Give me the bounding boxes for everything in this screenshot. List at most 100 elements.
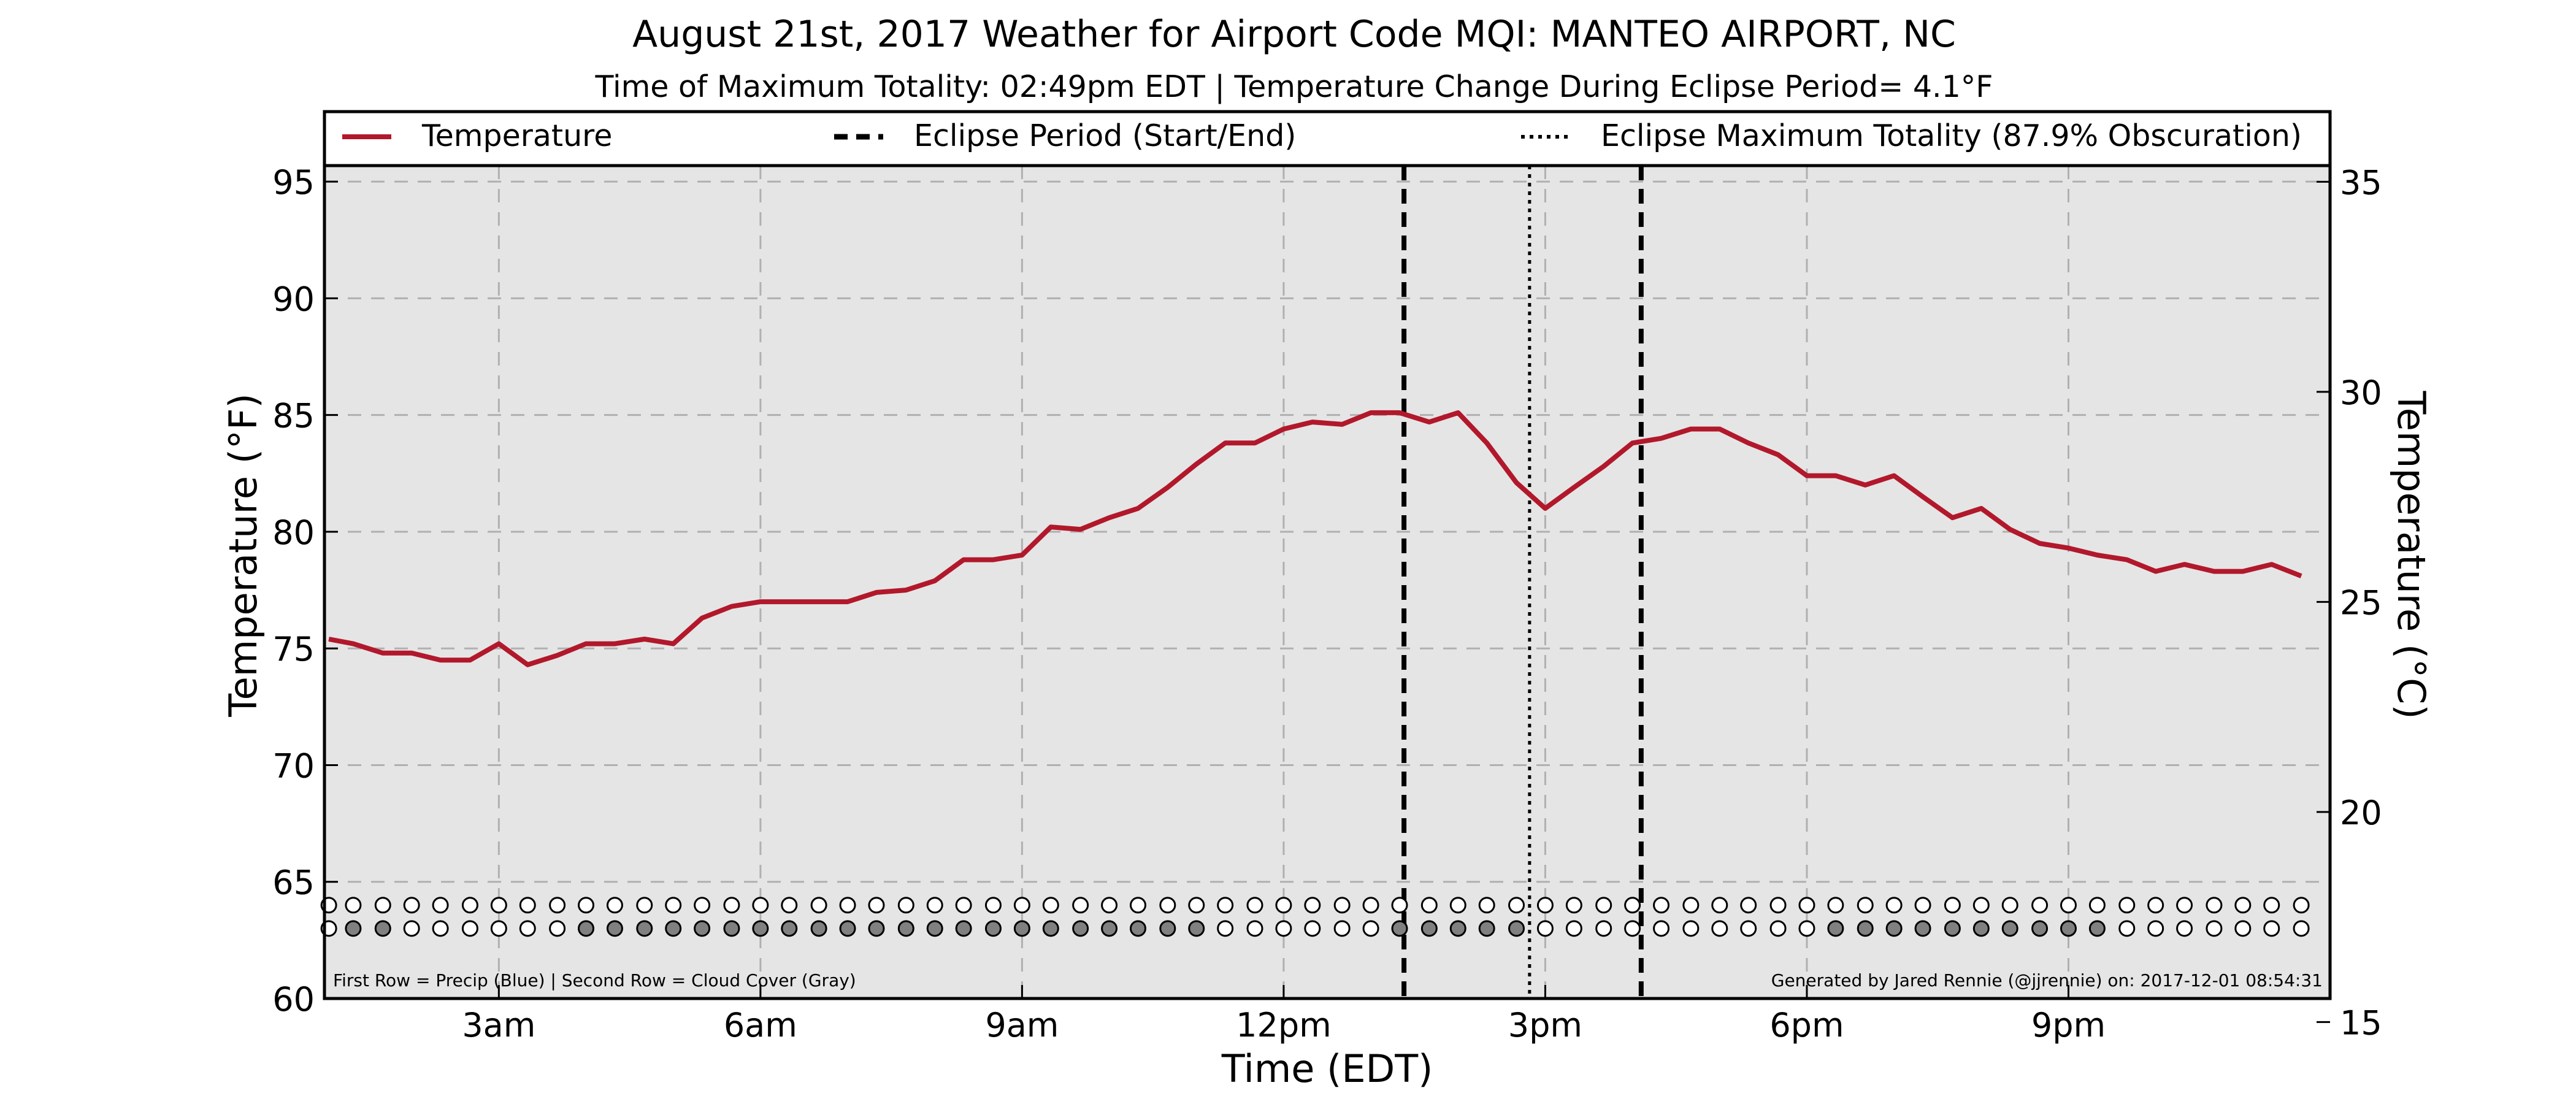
temperature-line: [328, 410, 2302, 667]
precip-dot: [665, 897, 682, 914]
cloud-dot: [1536, 920, 1554, 937]
precip-dot: [2147, 897, 2164, 914]
precip-dot: [1188, 897, 1205, 914]
y-tick-label-left: 85: [272, 397, 315, 435]
cloud-dot: [1972, 920, 1990, 937]
cloud-dot: [461, 920, 478, 937]
precip-dot: [2206, 897, 2223, 914]
precip-dot: [1682, 897, 1700, 914]
cloud-dot: [2147, 920, 2164, 937]
legend-eclipse-max-label: Eclipse Maximum Totality (87.9% Obscurat…: [1601, 118, 2302, 153]
precip-dot: [578, 897, 595, 914]
precip-dot: [1420, 897, 1438, 914]
cloud-dot: [636, 920, 653, 937]
precip-dot: [2234, 897, 2252, 914]
x-tick-label: 9am: [985, 1006, 1059, 1045]
precip-dot: [1275, 897, 1292, 914]
cloud-dot: [1798, 920, 1815, 937]
precip-dot: [1653, 897, 1670, 914]
cloud-dot: [955, 920, 972, 937]
cloud-dot: [1246, 920, 1263, 937]
cloud-dot: [897, 920, 914, 937]
cloud-dot: [1391, 920, 1408, 937]
cloud-dot: [519, 920, 536, 937]
y-tick-label-right: 35: [2340, 163, 2382, 202]
precip-dot: [2031, 897, 2049, 914]
precip-dot: [519, 897, 536, 914]
precip-dot: [752, 897, 769, 914]
cloud-dot: [1304, 920, 1321, 937]
precip-dot: [1827, 897, 1844, 914]
cloud-dot: [1827, 920, 1844, 937]
cloud-dot: [694, 920, 711, 937]
y-tick-label-left: 75: [272, 630, 315, 669]
cloud-dot: [984, 920, 1002, 937]
precip-dot: [694, 897, 711, 914]
precip-dot: [839, 897, 856, 914]
cloud-dot: [374, 920, 391, 937]
precip-dot: [897, 897, 914, 914]
plot-background: [324, 112, 2330, 999]
precip-dot: [781, 897, 798, 914]
cloud-dot: [1595, 920, 1612, 937]
y-tick-label-right: 25: [2340, 583, 2382, 622]
cloud-dot: [345, 920, 362, 937]
precip-dot: [1072, 897, 1089, 914]
precip-dot: [1769, 897, 1787, 914]
cloud-dot: [2176, 920, 2193, 937]
precip-dot: [1595, 897, 1612, 914]
cloud-dot: [1565, 920, 1582, 937]
precip-dot: [1013, 897, 1030, 914]
precip-dot: [955, 897, 972, 914]
precip-dot: [1478, 897, 1495, 914]
precip-dot: [868, 897, 885, 914]
cloud-dot: [1508, 920, 1525, 937]
cloud-dot: [1362, 920, 1379, 937]
cloud-dot: [839, 920, 856, 937]
precip-dot: [1624, 897, 1641, 914]
precip-dot: [1042, 897, 1059, 914]
y-axis-left: 60 65 70 75 80 85 90 95: [272, 163, 338, 1019]
grid-lines: [324, 166, 2330, 999]
cloud-dot: [1682, 920, 1700, 937]
cloud-dot: [1101, 920, 1118, 937]
y-tick-label-left: 65: [272, 864, 315, 902]
y-tick-label-left: 60: [272, 980, 315, 1019]
cloud-dot: [810, 920, 827, 937]
y-tick-label-left: 80: [272, 513, 315, 552]
precip-dot: [1129, 897, 1146, 914]
precip-dot: [461, 897, 478, 914]
cloud-dot: [1333, 920, 1351, 937]
precip-dot: [2088, 897, 2106, 914]
precip-dot: [1449, 897, 1466, 914]
cloud-dot: [1275, 920, 1292, 937]
cloud-dot: [1478, 920, 1495, 937]
cloud-dot: [1013, 920, 1030, 937]
cloud-dot: [2001, 920, 2018, 937]
precip-dot: [1885, 897, 1903, 914]
legend-temperature-label: Temperature: [421, 118, 612, 153]
cloud-dot: [1449, 920, 1466, 937]
precip-dot: [606, 897, 623, 914]
precip-dot: [1740, 897, 1757, 914]
precip-dot: [432, 897, 449, 914]
precip-dot: [810, 897, 827, 914]
eclipse-lines: [1401, 166, 1644, 999]
precip-dot: [2060, 897, 2077, 914]
y-tick-label-left: 90: [272, 280, 315, 318]
cloud-dot: [549, 920, 566, 937]
y-tick-label-left: 70: [272, 746, 315, 785]
precip-dot: [2176, 897, 2193, 914]
cloud-dot: [1042, 920, 1059, 937]
series-layer: [328, 410, 2302, 667]
cloud-dot: [1711, 920, 1728, 937]
precip-dot: [1565, 897, 1582, 914]
y-tick-label-right: 20: [2340, 794, 2382, 832]
cloud-dot: [1624, 920, 1641, 937]
precip-dot: [549, 897, 566, 914]
plot-frame: [323, 110, 2332, 1000]
y-axis-right: 15 20 25 30 35: [2317, 163, 2382, 1042]
y-tick-label-left: 95: [272, 163, 315, 202]
cloud-dot: [1420, 920, 1438, 937]
x-tick-label: 9pm: [2031, 1006, 2106, 1045]
